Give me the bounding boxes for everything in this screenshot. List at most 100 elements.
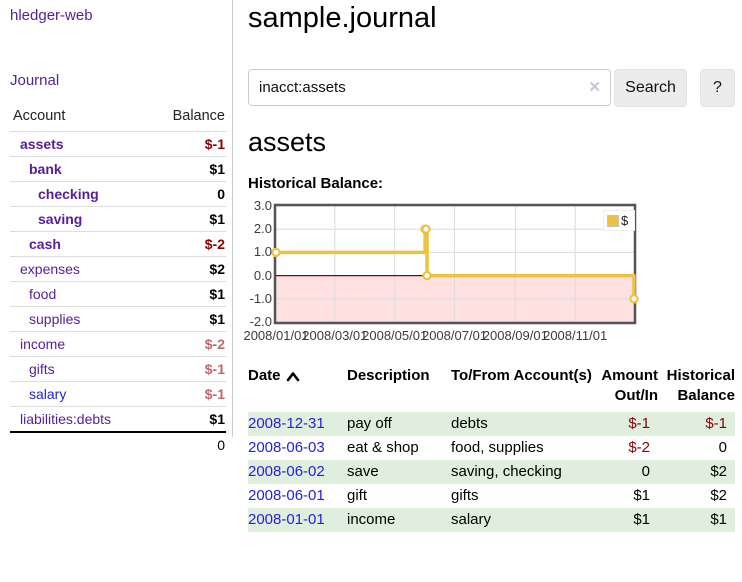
account-link[interactable]: cash: [29, 236, 61, 252]
account-balance: $-2: [204, 336, 225, 352]
transaction-balance: $2: [710, 487, 727, 504]
legend-swatch: [607, 214, 619, 227]
transaction-description: save: [347, 460, 451, 484]
x-axis-tick-label: 2008/11/01: [543, 328, 608, 343]
accounts-total-row: 0: [10, 431, 226, 457]
account-balance: $-1: [204, 361, 225, 377]
x-axis-tick-label: 2008/01/01: [243, 328, 309, 343]
sidebar-item-journal[interactable]: Journal: [10, 72, 60, 89]
sort-by-date-header[interactable]: Date: [248, 364, 347, 412]
account-balance: $1: [209, 311, 225, 327]
transaction-date-link[interactable]: 2008-01-01: [248, 511, 325, 528]
x-axis-tick-label: 2008/07/01: [421, 328, 488, 343]
transaction-row: 2008-01-01 income salary $1 $1: [248, 508, 735, 532]
account-row: cash $-2: [10, 231, 226, 257]
transactions-table: Date Description To/From Account(s) Amou…: [248, 364, 735, 532]
account-link[interactable]: gifts: [29, 361, 55, 377]
transaction-row: 2008-06-01 gift gifts $1 $2: [248, 484, 735, 508]
help-button[interactable]: ?: [700, 69, 735, 107]
account-link[interactable]: supplies: [29, 311, 81, 327]
transaction-balance: $1: [658, 508, 735, 532]
account-link[interactable]: assets: [20, 136, 64, 152]
x-axis-tick-label: 2008/09/01: [482, 328, 548, 343]
transaction-amount: $-2: [628, 439, 650, 456]
account-link[interactable]: saving: [38, 211, 83, 227]
account-row: assets $-1: [10, 131, 226, 157]
account-link[interactable]: salary: [29, 386, 67, 402]
accounts-header-account: Account: [13, 108, 66, 124]
account-row: supplies $1: [10, 306, 226, 332]
transaction-accounts: saving, checking: [451, 460, 594, 484]
date-header-label: Date: [248, 367, 281, 384]
app-title-link[interactable]: hledger-web: [10, 7, 93, 24]
balance-header: Historical Balance: [666, 367, 735, 404]
account-link[interactable]: expenses: [20, 261, 80, 277]
account-link[interactable]: income: [20, 336, 66, 352]
chart-label: Historical Balance:: [248, 175, 384, 192]
accounts-table: Account Balance assets $-1 bank $1 checking 0…: [10, 103, 226, 457]
transaction-balance: 0: [718, 439, 727, 456]
account-balance: $-1: [204, 136, 225, 152]
account-balance: $2: [209, 261, 225, 277]
transaction-date-link[interactable]: 2008-06-01: [248, 487, 325, 504]
account-balance: $1: [209, 411, 225, 427]
account-link[interactable]: bank: [29, 161, 62, 177]
search-button[interactable]: Search: [614, 69, 687, 107]
x-axis-tick-label: 2008/05/01: [362, 328, 428, 343]
y-axis-tick-label: 2.0: [253, 221, 272, 237]
account-balance: $1: [209, 161, 225, 177]
transaction-balance: $2: [658, 460, 735, 484]
transactions-header-row: Date Description To/From Account(s) Amou…: [248, 364, 735, 412]
chart-legend: $: [603, 210, 635, 231]
balance-plot: [271, 203, 639, 325]
account-link[interactable]: food: [29, 286, 57, 302]
account-section-title: assets: [248, 127, 327, 157]
transaction-accounts: salary: [451, 508, 594, 532]
account-row: saving $1: [10, 206, 226, 232]
y-axis-tick-label: 3.0: [253, 198, 272, 213]
transaction-row: 2008-06-03 eat & shop food, supplies $-2 0: [248, 436, 735, 460]
accounts-header: To/From Account(s): [451, 367, 592, 384]
legend-label: $: [621, 213, 629, 228]
account-row: income $-2: [10, 331, 226, 357]
x-axis-tick-label: 2008/03/01: [302, 328, 368, 343]
sort-ascending-icon: [286, 371, 299, 381]
transaction-description: income: [347, 508, 451, 532]
transaction-balance: $-1: [658, 412, 735, 436]
transaction-amount: 0: [594, 460, 658, 484]
y-axis-tick-label: -1.0: [249, 290, 272, 306]
transaction-date-link[interactable]: 2008-06-02: [248, 463, 325, 480]
transaction-accounts: debts: [451, 412, 594, 436]
account-link[interactable]: liabilities:debts: [20, 411, 112, 427]
y-axis-tick-label: 0.0: [253, 267, 272, 283]
y-axis-tick-label: -2.0: [249, 314, 272, 329]
sidebar: hledger-web Journal Account Balance asse…: [0, 0, 233, 457]
accounts-header-balance: Balance: [172, 108, 225, 124]
account-row: salary $-1: [10, 381, 226, 407]
transaction-description: eat & shop: [347, 439, 419, 456]
transaction-accounts: food, supplies: [451, 439, 544, 456]
account-row: liabilities:debts $1: [10, 406, 226, 432]
account-balance: $1: [209, 286, 225, 302]
transaction-date-link[interactable]: 2008-06-03: [248, 439, 325, 456]
y-axis-tick-label: 1.0: [253, 244, 272, 260]
account-balance: 0: [217, 186, 225, 202]
transaction-date-link[interactable]: 2008-12-31: [248, 415, 325, 432]
account-row: expenses $2: [10, 256, 226, 282]
amount-header: Amount Out/In: [601, 367, 658, 404]
accounts-total-value: 0: [148, 431, 226, 457]
account-balance: $1: [209, 211, 225, 227]
historical-balance-chart: $ 3.0 2.0 1.0 0.0 -1.0 -2.0 2008/01/01 2008/03/…: [243, 198, 640, 349]
account-row: gifts $-1: [10, 356, 226, 382]
account-row: food $1: [10, 281, 226, 307]
page-title: sample.journal: [248, 2, 437, 34]
transaction-amount: $-1: [594, 412, 658, 436]
account-link[interactable]: checking: [38, 186, 99, 202]
transaction-amount: $1: [633, 487, 650, 504]
account-balance: $-2: [204, 236, 225, 252]
search-input[interactable]: [248, 69, 611, 106]
clear-search-icon[interactable]: ✕: [588, 79, 601, 96]
description-header: Description: [347, 367, 430, 384]
transaction-description: pay off: [347, 412, 451, 436]
search-bar: ✕ Search ?: [248, 69, 735, 107]
